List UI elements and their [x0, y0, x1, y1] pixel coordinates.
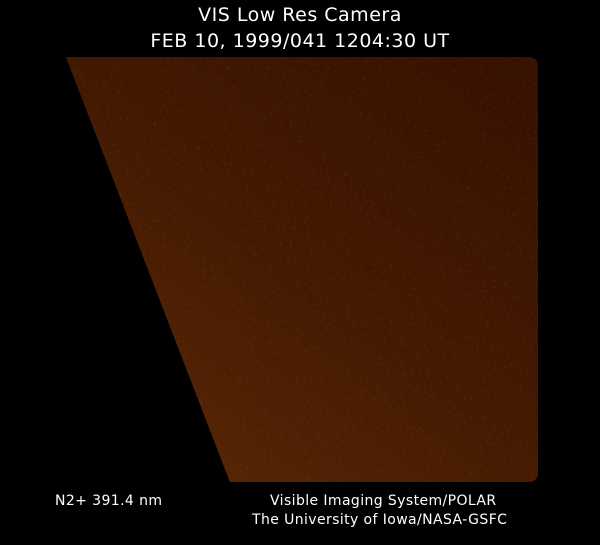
- image-title: VIS Low Res Camera: [198, 4, 402, 26]
- aurora-image-field: [66, 57, 538, 482]
- filter-label: N2+ 391.4 nm: [55, 493, 163, 509]
- instrument-label: Visible Imaging System/POLAR: [270, 493, 497, 509]
- timestamp: FEB 10, 1999/041 1204:30 UT: [150, 30, 450, 52]
- institution-label: The University of Iowa/NASA-GSFC: [252, 512, 508, 528]
